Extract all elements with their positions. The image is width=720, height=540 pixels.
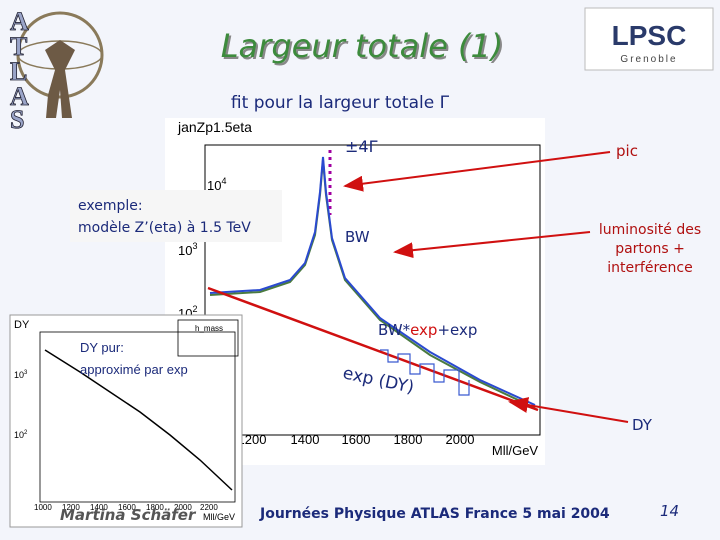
logo-letter: A [10,7,29,36]
x-tick-label: 1000 [34,503,52,512]
luminosity-label: luminosité des [599,222,701,238]
author: Martina Schäfer [60,506,197,524]
dy-label: DY [632,416,653,434]
y-tick-label: 103 [178,241,197,258]
x-tick-label: 2200 [200,503,218,512]
inset-histogram [44,349,233,491]
x-tick-label: 2000 [446,432,475,447]
luminosity-label: partons + [615,241,685,257]
peak-label: pic [616,142,638,160]
subtitle: fit pour la largeur totale Γ [231,93,450,113]
x-axis-label: Mll/GeV [492,443,539,458]
lpsc-logo: LPSC Grenoble [584,7,714,71]
inset-frame [39,331,236,503]
inset-note: approximé par exp [80,362,188,377]
luminosity-label: interférence [607,260,692,276]
x-tick-label: 1800 [146,503,164,512]
x-tick-label: 1800 [394,432,423,447]
arrow [393,231,591,259]
logo-city: Grenoble [620,54,677,65]
logo-letter: L [10,57,27,86]
plot-frame [204,144,541,436]
inset-plot: DY h_mass 103 102 1000 1200 1400 1600 18… [9,314,243,528]
atlas-logo: A T L A S [10,7,104,134]
logo-letter: T [10,32,27,61]
y-tick-label: 102 [14,430,28,440]
arrow [343,151,611,192]
histogram-tail [380,349,470,396]
exp-line [207,286,539,412]
title-shadow: Largeur totale (1) [223,29,506,67]
page-number: 14 [660,502,679,520]
window-label: ±4Γ [345,137,378,156]
plot-title: janZp1.5eta [177,119,252,135]
x-tick-label: 1200 [62,503,80,512]
event: Journées Physique ATLAS France 5 mai 200… [259,506,610,522]
inset-note: DY pur: [80,340,124,355]
stats-box [177,319,239,357]
example-text: modèle Z’(eta) à 1.5 TeV [78,220,251,236]
x-tick-label: 1600 [118,503,136,512]
arrow [508,397,629,423]
x-tick-label: 1400 [90,503,108,512]
x-tick-label: 2000 [174,503,192,512]
y-tick-label: 103 [14,370,28,380]
title: Largeur totale (1) [221,27,504,65]
logo-name: LPSC [612,20,687,51]
y-tick-label: 104 [207,176,226,193]
example-box [70,190,282,242]
fit-label: BW*exp+exp [378,321,477,339]
x-axis-label: Mll/GeV [203,512,235,522]
fit-curve [209,156,536,406]
logo-letter: S [10,105,24,134]
x-tick-label: 1600 [342,432,371,447]
logo-letter: A [10,82,29,111]
x-tick-label: 1400 [291,432,320,447]
inset-title: DY [14,319,30,331]
stats-title: h_mass [195,324,223,333]
bw-label: BW [345,228,370,246]
example-text: exemple: [78,198,143,214]
x-tick-label: 1200 [238,432,267,447]
